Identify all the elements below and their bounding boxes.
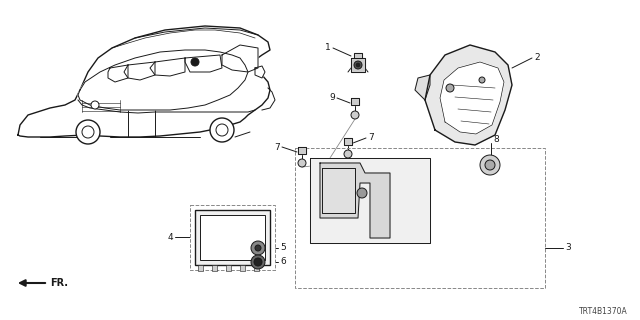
Bar <box>295 148 545 288</box>
Text: 1: 1 <box>325 44 331 52</box>
Circle shape <box>357 188 367 198</box>
Text: 5: 5 <box>280 244 285 252</box>
Text: 4: 4 <box>168 233 173 242</box>
Circle shape <box>356 63 360 67</box>
Polygon shape <box>298 147 306 154</box>
Circle shape <box>298 159 306 167</box>
Polygon shape <box>255 66 265 78</box>
Bar <box>190 205 275 270</box>
Text: 2: 2 <box>534 53 540 62</box>
Circle shape <box>210 118 234 142</box>
Bar <box>212 265 217 271</box>
Polygon shape <box>440 62 504 134</box>
Text: 8: 8 <box>493 135 499 145</box>
Bar <box>254 265 259 271</box>
Polygon shape <box>150 58 185 76</box>
Text: 9: 9 <box>329 93 335 102</box>
Circle shape <box>254 258 262 266</box>
Text: 7: 7 <box>275 142 280 151</box>
Polygon shape <box>185 55 222 72</box>
Circle shape <box>446 84 454 92</box>
Text: 7: 7 <box>368 133 374 142</box>
Bar <box>240 265 245 271</box>
Polygon shape <box>108 65 128 82</box>
Polygon shape <box>18 26 270 137</box>
Polygon shape <box>322 168 355 213</box>
Bar <box>198 265 203 271</box>
Polygon shape <box>78 50 248 110</box>
Circle shape <box>351 111 359 119</box>
Text: 3: 3 <box>565 244 571 252</box>
Polygon shape <box>310 158 430 243</box>
Polygon shape <box>344 138 352 145</box>
Circle shape <box>485 160 495 170</box>
Polygon shape <box>351 58 365 72</box>
Polygon shape <box>124 62 155 80</box>
Circle shape <box>191 58 199 66</box>
Polygon shape <box>415 75 430 100</box>
Circle shape <box>480 155 500 175</box>
Polygon shape <box>351 98 359 105</box>
Text: TRT4B1370A: TRT4B1370A <box>579 308 628 316</box>
Polygon shape <box>222 45 258 72</box>
Circle shape <box>251 241 265 255</box>
Text: 6: 6 <box>280 258 285 267</box>
Circle shape <box>255 245 261 251</box>
Bar <box>195 210 270 265</box>
Polygon shape <box>425 45 512 145</box>
Circle shape <box>354 61 362 69</box>
Circle shape <box>216 124 228 136</box>
Circle shape <box>479 77 485 83</box>
Polygon shape <box>320 163 390 238</box>
Bar <box>226 265 231 271</box>
Circle shape <box>251 255 265 269</box>
Circle shape <box>91 101 99 109</box>
Circle shape <box>82 126 94 138</box>
Text: FR.: FR. <box>50 278 68 288</box>
Circle shape <box>76 120 100 144</box>
Circle shape <box>344 150 352 158</box>
Polygon shape <box>354 53 362 58</box>
Bar <box>200 215 265 260</box>
